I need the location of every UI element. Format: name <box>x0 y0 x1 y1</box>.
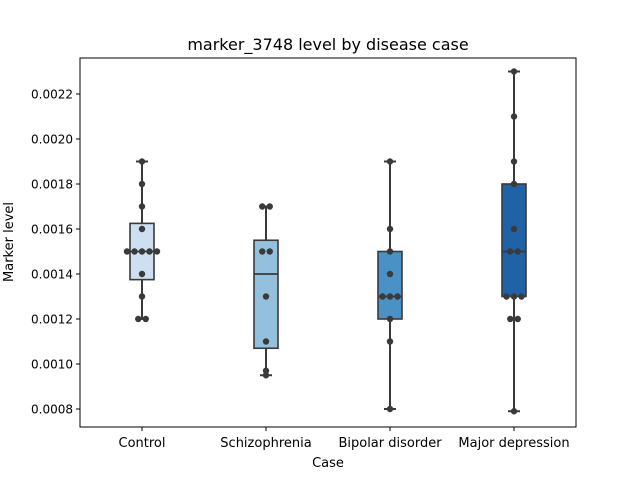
data-point <box>386 225 394 233</box>
box-group <box>377 160 403 410</box>
data-point <box>510 158 518 165</box>
data-point <box>138 225 146 233</box>
data-point <box>138 270 146 278</box>
y-tick-label: 0.0020 <box>31 133 73 147</box>
y-tick-label: 0.0018 <box>31 178 73 192</box>
x-tick-label: Bipolar disorder <box>338 436 442 451</box>
data-point <box>514 248 521 255</box>
box-body <box>501 183 527 298</box>
data-point <box>507 315 514 323</box>
x-tick-label: Schizophrenia <box>220 436 311 451</box>
chart-title: marker_3748 level by disease case <box>187 35 468 55</box>
data-point <box>262 293 270 300</box>
y-tick-label: 0.0012 <box>31 313 73 327</box>
data-point <box>135 315 142 323</box>
data-point <box>262 367 270 374</box>
data-point <box>510 113 518 120</box>
x-tick-label: Control <box>119 436 166 451</box>
y-tick-label: 0.0010 <box>31 358 73 372</box>
data-point <box>259 248 266 255</box>
data-point <box>146 248 153 255</box>
y-tick-label: 0.0022 <box>31 88 73 102</box>
data-point <box>131 248 138 255</box>
data-point <box>153 248 161 255</box>
plot-frame <box>79 57 577 428</box>
data-point <box>138 180 146 188</box>
data-point <box>510 180 518 188</box>
data-point <box>386 158 394 165</box>
data-point <box>123 248 131 255</box>
data-point <box>394 293 401 300</box>
y-axis-label: Marker level <box>2 202 17 282</box>
data-point <box>510 408 518 415</box>
data-point <box>138 293 146 300</box>
y-tick-label: 0.0008 <box>31 403 73 417</box>
data-point <box>386 248 394 255</box>
data-point <box>138 203 146 210</box>
x-tick-label: Major depression <box>458 436 569 451</box>
data-point <box>386 338 394 345</box>
data-point <box>514 315 521 323</box>
data-point <box>142 315 149 323</box>
data-point <box>262 338 270 345</box>
data-point <box>510 293 518 300</box>
data-point <box>503 293 510 300</box>
y-tick-label: 0.0014 <box>31 268 73 282</box>
data-point <box>507 248 514 255</box>
data-point <box>386 293 394 300</box>
data-point <box>386 405 394 413</box>
data-point <box>138 248 146 255</box>
data-point <box>259 203 266 210</box>
data-point <box>510 68 518 75</box>
data-point <box>386 315 394 323</box>
box-body <box>377 250 403 320</box>
data-point <box>510 225 518 233</box>
data-point <box>266 248 273 255</box>
data-point <box>266 203 273 210</box>
x-axis-label: Case <box>312 456 344 471</box>
box-group <box>501 70 527 413</box>
plot-area <box>123 68 527 415</box>
data-point <box>386 270 394 278</box>
data-point <box>262 372 270 379</box>
y-tick-label: 0.0016 <box>31 223 73 237</box>
data-point <box>518 293 525 300</box>
x-axis: Control Schizophrenia Bipolar disorder Majo… <box>119 427 570 451</box>
data-point <box>379 293 386 300</box>
y-axis: 0.0008 0.0010 0.0012 0.0014 0.0016 0.0018 0.00… <box>31 88 80 417</box>
data-point <box>138 158 146 165</box>
